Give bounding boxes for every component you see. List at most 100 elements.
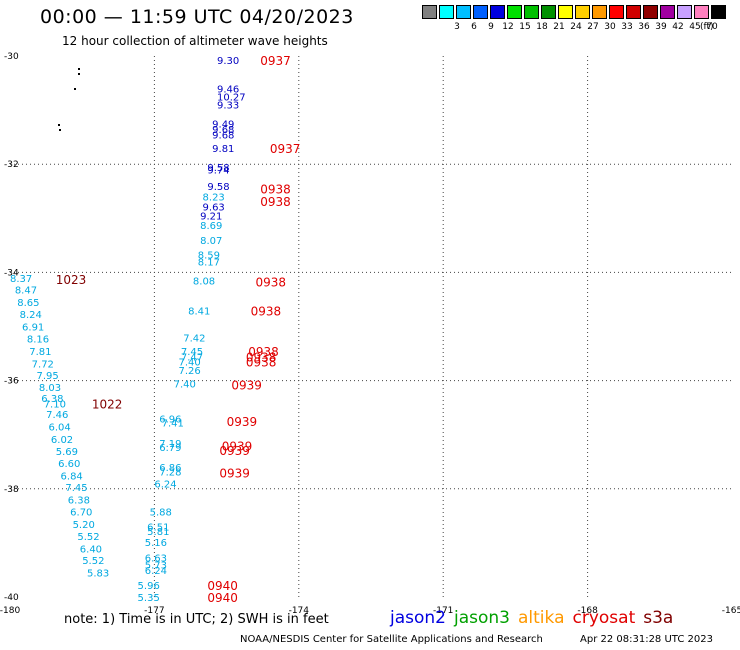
time-label: 0939	[231, 378, 262, 392]
swh-value: 5.96	[138, 581, 160, 592]
legend-label: 21	[553, 22, 565, 32]
swh-value: 7.45	[65, 483, 87, 494]
swh-value: 6.96	[159, 414, 181, 425]
swh-value: 7.95	[36, 371, 58, 382]
swh-value: 6.86	[159, 463, 181, 474]
legend-label: 9	[488, 22, 494, 32]
swh-value: 6.24	[145, 566, 167, 577]
lat-tick-label: -30	[4, 52, 19, 62]
swh-value: 9.21	[200, 212, 222, 223]
time-label: 0938	[251, 304, 282, 318]
time-label: 0939	[222, 440, 253, 454]
swh-value: 8.03	[39, 383, 61, 394]
swh-value: 5.83	[87, 569, 109, 580]
swh-value: 9.58	[207, 163, 229, 174]
legend-unit: (ft)	[700, 22, 714, 32]
swh-value: 8.65	[17, 298, 39, 309]
legend-swatch	[456, 5, 471, 19]
swh-value: 9.33	[217, 101, 239, 112]
swh-value: 5.16	[145, 538, 167, 549]
map-title: 00:00 — 11:59 UTC 04/20/2023	[40, 6, 354, 28]
lat-tick-label: -40	[4, 593, 19, 603]
swh-value: 7.42	[183, 333, 205, 344]
legend-swatch	[575, 5, 590, 19]
swh-value: 8.16	[27, 334, 49, 345]
time-label: 0937	[270, 142, 301, 156]
swh-value: 5.20	[73, 520, 95, 531]
swh-value: 7.81	[29, 347, 51, 358]
swh-value: 6.70	[70, 508, 92, 519]
lon-tick-label: -165	[722, 606, 740, 616]
swh-value: 8.37	[10, 274, 32, 285]
swh-value: 7.28	[159, 467, 181, 478]
legend-label: 42	[672, 22, 684, 32]
legend-swatch	[677, 5, 692, 19]
swh-value: 9.68	[212, 130, 234, 141]
legend-swatch	[490, 5, 505, 19]
time-label: 0940	[207, 591, 238, 605]
legend-label: 12	[502, 22, 514, 32]
swh-value: 9.49	[212, 120, 234, 131]
time-label: 0938	[260, 183, 291, 197]
satellite-name: s3a	[643, 608, 674, 628]
map-grid	[10, 56, 732, 597]
time-label: 0939	[219, 444, 250, 458]
time-label: 0938	[248, 345, 279, 359]
time-label: 0938	[255, 276, 286, 290]
legend-label: 70	[706, 22, 718, 32]
legend-swatch	[711, 5, 726, 19]
swh-value: 7.26	[178, 366, 200, 377]
credit-line: NOAA/NESDIS Center for Satellite Applica…	[240, 634, 543, 645]
lon-tick-label: -168	[577, 606, 598, 616]
time-label: 0939	[219, 467, 250, 481]
swh-value: 7.47	[181, 352, 203, 363]
legend-label: 30	[604, 22, 616, 32]
legend-swatch	[541, 5, 556, 19]
time-labels: 0937093709380938093809380938093809380939…	[56, 54, 301, 605]
swh-value: 8.41	[188, 306, 210, 317]
generated-timestamp: Apr 22 08:31:28 UTC 2023	[580, 634, 713, 645]
satellite-name: jason2	[390, 608, 446, 628]
swh-value: 5.73	[145, 561, 167, 572]
legend-swatch	[422, 5, 437, 19]
swh-value: 7.10	[44, 399, 66, 410]
legend-label: 27	[587, 22, 599, 32]
swh-value: 9.68	[212, 125, 234, 136]
swh-value: 9.74	[207, 166, 229, 177]
lat-tick-label: -32	[4, 160, 19, 170]
swh-observations: 9.309.4610.279.339.499.689.689.819.589.7…	[10, 56, 246, 604]
swh-value: 6.02	[51, 435, 73, 446]
time-label: 1023	[56, 273, 87, 287]
swh-value: 9.46	[217, 84, 239, 95]
swh-value: 7.41	[162, 418, 184, 429]
swh-value: 5.69	[56, 447, 78, 458]
time-label: 0940	[207, 579, 238, 593]
lat-tick-label: -36	[4, 377, 19, 387]
swh-value: 5.52	[77, 532, 99, 543]
legend-swatch	[558, 5, 573, 19]
swh-value: 6.40	[80, 544, 102, 555]
legend-swatch	[507, 5, 522, 19]
axis-ticks: -180 -177 -174 -171 -168 -165 -30 -32 -34 -36 -38 -…	[0, 52, 740, 616]
legend-label: 39	[655, 22, 667, 32]
map-subtitle: 12 hour collection of altimeter wave hei…	[62, 34, 328, 48]
swh-value: 7.40	[174, 379, 196, 390]
lon-tick-label: -174	[289, 606, 310, 616]
swh-value: 8.47	[15, 286, 37, 297]
swh-value: 8.17	[198, 258, 220, 269]
swh-value: 5.88	[150, 508, 172, 519]
swh-value: 8.08	[193, 277, 215, 288]
footnote: note: 1) Time is in UTC; 2) SWH is in fe…	[64, 612, 329, 627]
legend-label: 45	[689, 22, 701, 32]
legend-label: 24	[570, 22, 582, 32]
legend-swatch	[592, 5, 607, 19]
satellite-legend: jason2 jason3 altika cryosat s3a	[390, 608, 681, 628]
legend-swatch	[524, 5, 539, 19]
legend-label: 3	[454, 22, 460, 32]
legend-label: 18	[536, 22, 548, 32]
swh-value: 7.19	[159, 439, 181, 450]
swh-value: 9.81	[212, 144, 234, 155]
legend-swatch	[473, 5, 488, 19]
land-specks	[58, 68, 80, 131]
legend-label: 36	[638, 22, 650, 32]
